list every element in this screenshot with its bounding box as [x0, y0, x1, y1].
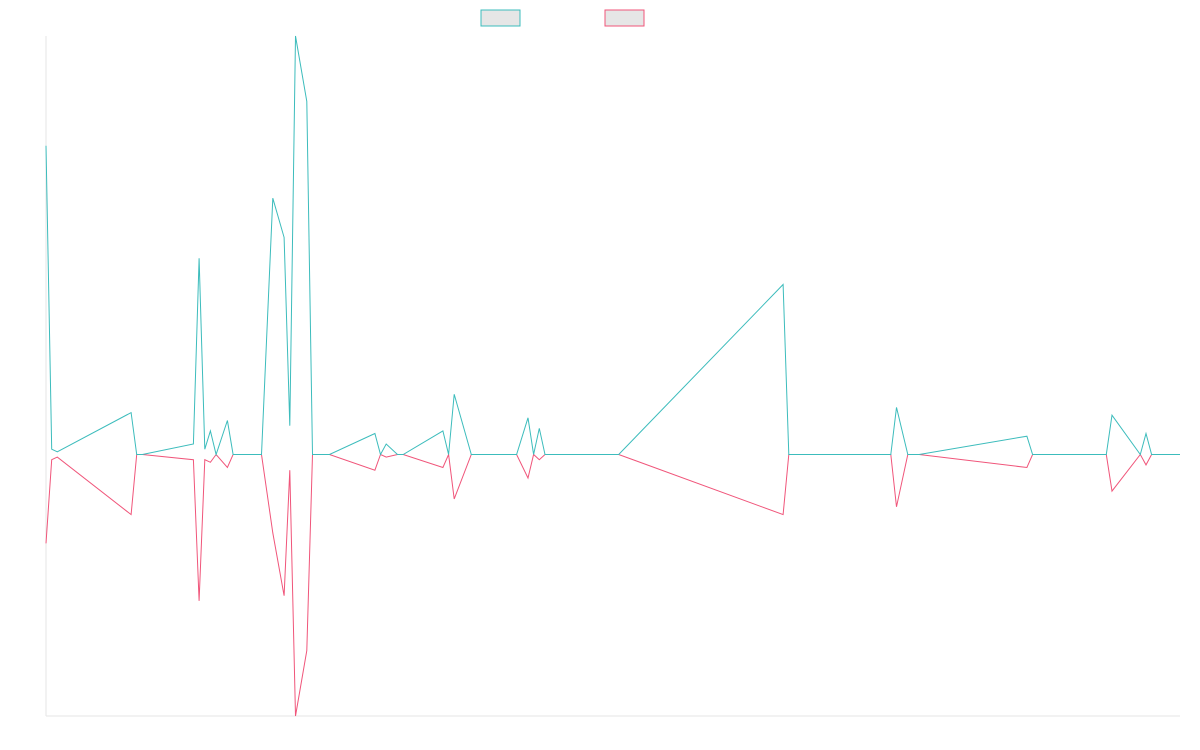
series-a-line[interactable]: [45, 35, 1180, 457]
legend-swatch-series-a[interactable]: [480, 9, 521, 27]
legend: [480, 9, 645, 27]
series-layer: [45, 35, 1180, 717]
plot-area: [45, 35, 1180, 717]
legend-swatch-series-b[interactable]: [604, 9, 645, 27]
series-b-line[interactable]: [45, 452, 1180, 717]
